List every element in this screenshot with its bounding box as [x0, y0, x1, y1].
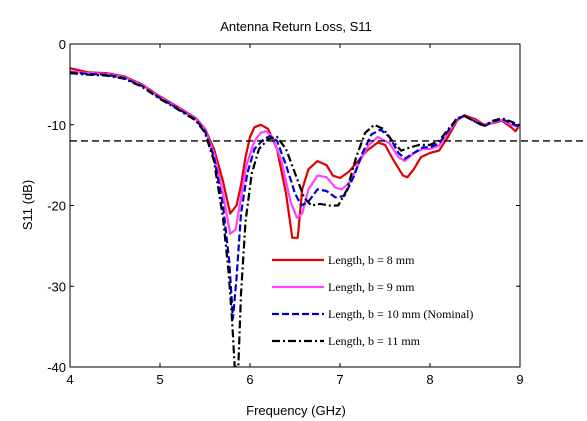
- y-tick-label: 0: [59, 37, 66, 52]
- legend-label-length-b-10-mm-nominal: Length, b = 10 mm (Nominal): [328, 307, 473, 321]
- tick-layer: 4 5 6 7 8 9 0 -10 -20 -30 -40: [47, 37, 523, 387]
- y-tick-label: -10: [47, 118, 66, 133]
- x-tick-label: 6: [246, 372, 253, 387]
- legend: Length, b = 8 mm Length, b = 9 mm Length, …: [272, 253, 473, 348]
- series-layer: [70, 67, 520, 367]
- x-axis-label: Frequency (GHz): [246, 403, 346, 418]
- y-axis-label: S11 (dB): [20, 180, 35, 230]
- x-tick-label: 4: [66, 372, 73, 387]
- legend-label-length-b-8-mm: Length, b = 8 mm: [328, 253, 415, 267]
- y-tick-label: -20: [47, 199, 66, 214]
- chart-title: Antenna Return Loss, S11: [220, 19, 372, 34]
- x-tick-label: 9: [516, 372, 523, 387]
- y-tick-label: -40: [47, 360, 66, 375]
- legend-label-length-b-9-mm: Length, b = 9 mm: [328, 280, 415, 294]
- x-tick-label: 5: [156, 372, 163, 387]
- legend-label-length-b-11-mm: Length, b = 11 mm: [328, 334, 421, 348]
- series-line-length-b-11-mm: [70, 72, 520, 367]
- y-tick-label: -30: [47, 279, 66, 294]
- x-tick-label: 7: [336, 372, 343, 387]
- x-tick-label: 8: [426, 372, 433, 387]
